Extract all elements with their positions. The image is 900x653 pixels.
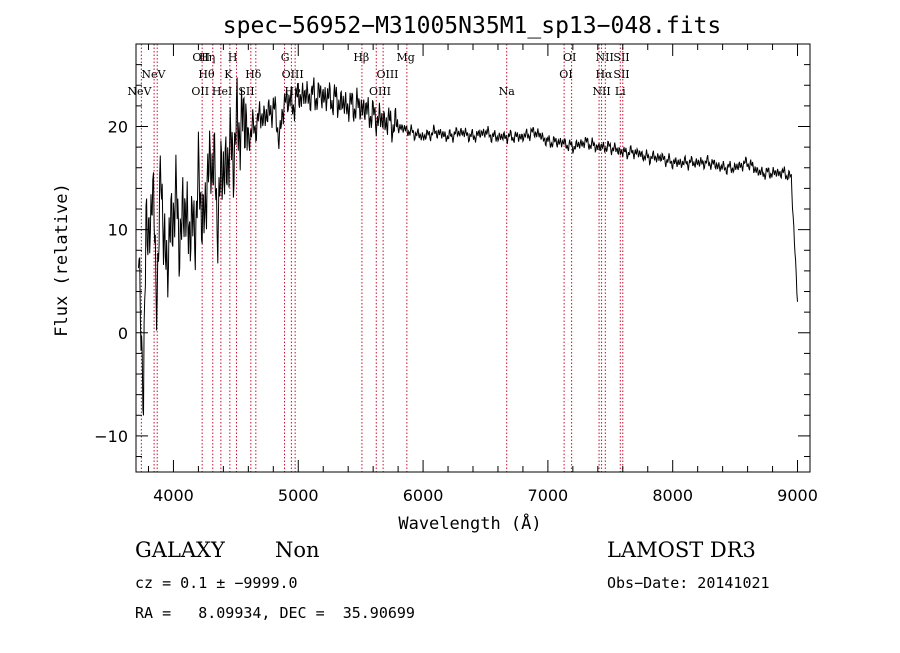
emission-line-label: Hβ [353, 51, 369, 64]
emission-line-label: OI [563, 51, 576, 64]
emission-line-label: OIII [369, 85, 391, 98]
y-tick-label: 20 [108, 118, 128, 137]
emission-line-label: H [228, 51, 238, 64]
emission-line-label: Mg [396, 51, 414, 64]
emission-line-label: SII [238, 85, 254, 98]
spectrum-line [138, 77, 798, 416]
emission-line-label: K [224, 68, 233, 81]
emission-line-label: NeV [127, 85, 152, 98]
chart-title: spec−56952−M31005N35M1_sp13−048.fits [223, 13, 722, 39]
emission-line-label: NII [592, 85, 610, 98]
emission-line-label: HeI [212, 85, 232, 98]
emission-line-label: Hη [199, 51, 215, 64]
x-tick-label: 5000 [278, 486, 319, 505]
emission-line-label: Li [615, 85, 626, 98]
emission-line-label: G [281, 51, 290, 64]
observation-date: Obs−Date: 20141021 [607, 574, 770, 592]
x-tick-label: 9000 [777, 486, 818, 505]
emission-line-label: Na [499, 85, 516, 98]
coordinates-readout: RA = 8.09934, DEC = 35.90699 [135, 604, 415, 622]
y-tick-label: −10 [94, 427, 128, 446]
axis-ticks: 4000 5000 6000 7000 8000 9000 −10 0 10 20 [94, 44, 818, 505]
x-tick-label: 6000 [403, 486, 444, 505]
emission-line-label: SII [613, 51, 629, 64]
x-tick-label: 4000 [153, 486, 194, 505]
emission-line-label: OI [559, 68, 572, 81]
x-tick-label: 7000 [528, 486, 569, 505]
emission-line-markers [140, 44, 624, 472]
emission-line-label: NeV [141, 68, 166, 81]
emission-line-label: NII [596, 51, 614, 64]
object-class: GALAXY [135, 538, 225, 562]
y-tick-label: 10 [108, 221, 128, 240]
y-axis-label: Flux (relative) [52, 183, 72, 337]
redshift-readout: cz = 0.1 ± −9999.0 [135, 574, 298, 592]
x-tick-label: 8000 [652, 486, 693, 505]
object-subclass: Non [275, 538, 320, 562]
emission-line-label: Hα [596, 68, 614, 81]
y-tick-label: 0 [118, 324, 128, 343]
plot-frame [135, 43, 811, 473]
emission-line-label: SII [613, 68, 629, 81]
emission-line-label: OII [192, 51, 210, 64]
emission-line-label: Hδ [245, 68, 262, 81]
x-axis-label: Wavelength (Å) [398, 512, 541, 534]
emission-line-label: OII [191, 85, 209, 98]
survey-release: LAMOST DR3 [607, 538, 756, 562]
emission-line-label: Hθ [198, 68, 215, 81]
emission-line-label: OIII [282, 68, 304, 81]
emission-line-label: OIII [376, 68, 398, 81]
